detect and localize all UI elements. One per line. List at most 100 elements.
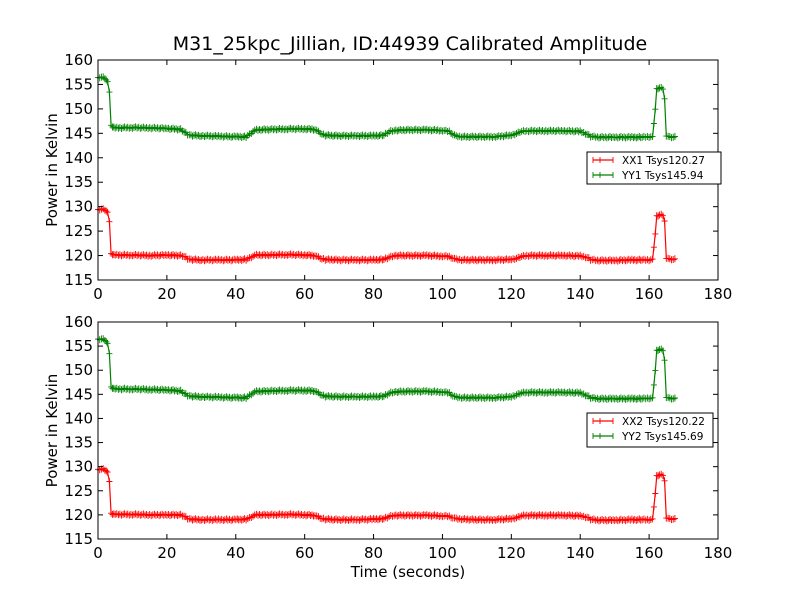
data-point	[159, 124, 166, 132]
data-point	[500, 516, 507, 524]
data-point	[661, 217, 668, 225]
data-point	[375, 393, 381, 401]
data-point	[273, 388, 280, 395]
data-point	[394, 127, 401, 135]
data-point	[575, 389, 582, 397]
data-point	[148, 252, 155, 260]
series-xx1	[95, 205, 678, 265]
y-tick-label: 145	[64, 385, 93, 403]
data-point	[106, 88, 113, 96]
data-point	[431, 511, 438, 519]
data-point	[108, 121, 115, 129]
data-point	[106, 478, 113, 485]
data-point	[652, 105, 659, 113]
x-tick-label: 40	[226, 285, 245, 303]
legend-marker	[592, 418, 614, 424]
data-point	[566, 511, 573, 519]
data-point	[306, 251, 313, 259]
data-point	[661, 95, 668, 103]
x-tick-label: 120	[497, 544, 526, 562]
series-line	[97, 338, 677, 400]
data-point	[649, 515, 656, 523]
legend: XX2 Tsys120.22 YY2 Tsys145.69	[586, 412, 714, 448]
data-point	[309, 251, 315, 259]
y-tick-label: 145	[64, 124, 93, 142]
data-point	[170, 386, 176, 394]
plot-1: 0 20 40 60 80 100 120 140 160 180 115 120 125 130 135 1…	[43, 51, 732, 303]
data-point	[118, 125, 125, 132]
data-point	[103, 207, 110, 215]
data-point	[431, 251, 438, 259]
data-point	[417, 252, 424, 260]
data-point	[671, 394, 678, 402]
x-tick-label: 60	[295, 544, 314, 562]
data-point	[151, 385, 158, 393]
data-point	[572, 127, 579, 135]
data-point	[650, 243, 657, 251]
data-point	[108, 509, 115, 517]
data-point	[176, 511, 183, 519]
data-point	[258, 126, 264, 134]
data-point	[325, 131, 332, 139]
data-point	[661, 356, 668, 364]
data-point	[572, 512, 579, 520]
y-tick-label: 135	[64, 173, 93, 191]
data-point	[192, 131, 199, 139]
data-point	[223, 393, 230, 401]
data-point	[492, 257, 499, 265]
data-point	[492, 133, 499, 141]
data-point	[671, 255, 678, 263]
y-tick-label: 155	[64, 337, 93, 355]
data-point	[140, 510, 147, 518]
data-point	[265, 126, 272, 134]
data-point	[659, 212, 666, 220]
x-axis-label: Time (seconds)	[350, 563, 466, 581]
x-tick-label: 100	[428, 544, 457, 562]
data-point	[379, 515, 386, 523]
data-point	[174, 387, 181, 395]
legend-label: XX1 Tsys120.27	[622, 155, 705, 167]
series-line	[97, 468, 677, 521]
data-point	[170, 124, 176, 132]
data-point	[240, 515, 247, 523]
data-point	[394, 389, 401, 396]
data-point	[659, 85, 666, 93]
data-point	[210, 132, 217, 140]
data-point	[228, 257, 235, 265]
data-point	[192, 515, 199, 523]
legend-marker	[592, 433, 614, 439]
data-point	[215, 393, 222, 400]
data-point	[101, 75, 108, 83]
data-point	[104, 208, 111, 216]
data-point	[377, 392, 384, 400]
y-axis-label: Power in Kelvin	[43, 113, 61, 227]
data-point	[273, 252, 280, 260]
data-point	[650, 503, 657, 511]
legend-label: YY2 Tsys145.69	[621, 431, 703, 443]
x-tick-label: 20	[157, 544, 176, 562]
data-point	[377, 131, 384, 139]
data-point	[306, 386, 313, 394]
data-point	[140, 385, 147, 393]
legend-marker	[592, 157, 614, 163]
data-point	[204, 392, 211, 400]
data-point	[265, 388, 272, 396]
x-tick-label: 60	[295, 285, 314, 303]
data-point	[192, 255, 199, 263]
data-point	[566, 251, 573, 259]
data-point	[241, 393, 248, 401]
data-point	[295, 510, 302, 518]
figure-title: M31_25kpc_Jillian, ID:44939 Calibrated A…	[172, 33, 648, 55]
data-point	[228, 394, 235, 402]
data-point	[240, 256, 247, 264]
x-tick-label: 80	[364, 285, 383, 303]
series-markers	[95, 73, 678, 142]
data-point	[306, 510, 313, 518]
data-point	[104, 78, 111, 86]
data-point	[661, 477, 668, 485]
y-tick-label: 130	[64, 458, 93, 476]
data-point	[434, 126, 441, 134]
plot-frame	[97, 321, 719, 540]
legend: XX1 Tsys120.27 YY1 Tsys145.94	[586, 151, 722, 185]
